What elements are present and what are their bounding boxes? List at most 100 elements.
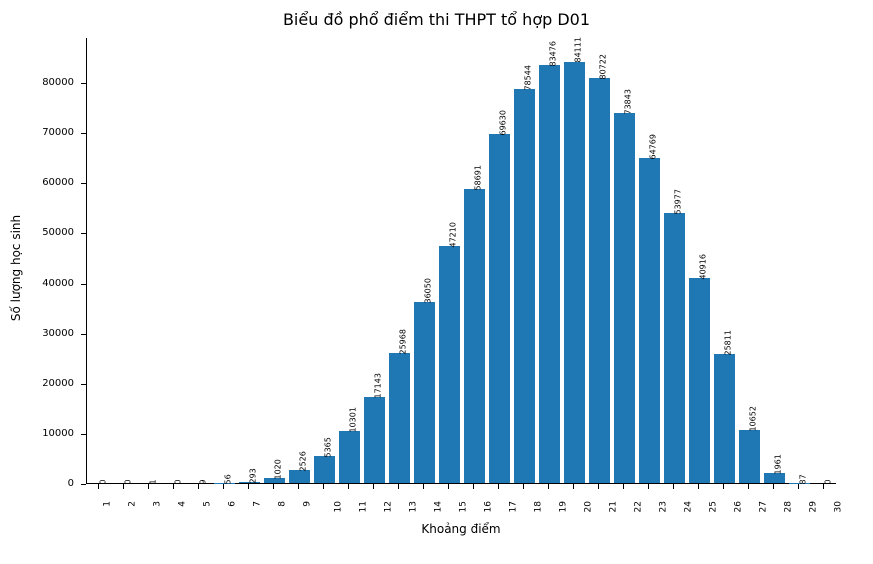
x-tick-label: 30 <box>833 501 843 512</box>
x-tick-label: 8 <box>277 501 287 507</box>
bar-value-label: 78544 <box>523 65 532 90</box>
x-tick-label: 29 <box>808 501 818 512</box>
x-tick-label: 14 <box>433 501 443 512</box>
x-tick-label: 23 <box>658 501 668 512</box>
bar-value-label: 10301 <box>348 407 357 432</box>
x-tick-mark <box>98 484 99 489</box>
bar <box>364 397 385 483</box>
x-tick-mark <box>423 484 424 489</box>
bar <box>339 431 360 483</box>
chart-container: Biểu đồ phổ điểm thi THPT tổ hợp D01 0 0 1… <box>0 0 873 564</box>
bar-value-label: 2526 <box>298 451 307 471</box>
x-tick-label: 6 <box>227 501 237 507</box>
bar-value-label: 0 <box>173 479 182 484</box>
bar <box>589 78 610 483</box>
x-tick-label: 3 <box>152 501 162 507</box>
x-tick-label: 4 <box>177 501 187 507</box>
bar-value-label: 10652 <box>748 406 757 431</box>
plot-area: 0010956293102025265365103011714325968360… <box>86 38 836 484</box>
bar-value-label: 47210 <box>448 222 457 247</box>
x-tick-label: 20 <box>583 501 593 512</box>
x-tick-mark <box>698 484 699 489</box>
bar <box>289 470 310 483</box>
x-tick-label: 13 <box>408 501 418 512</box>
bar-value-label: 0 <box>823 479 832 484</box>
bar <box>314 456 335 483</box>
bar <box>614 113 635 483</box>
y-tick-mark <box>81 233 86 234</box>
x-tick-label: 9 <box>302 501 312 507</box>
bar-value-label: 0 <box>98 479 107 484</box>
bar <box>539 65 560 483</box>
y-tick-mark <box>81 384 86 385</box>
y-tick-label: 0 <box>0 478 74 489</box>
x-tick-label: 12 <box>383 501 393 512</box>
x-tick-label: 10 <box>333 501 343 512</box>
bar <box>639 158 660 483</box>
bar-value-label: 1961 <box>773 454 782 474</box>
x-tick-label: 7 <box>252 501 262 507</box>
bar-value-label: 84111 <box>573 38 582 63</box>
y-tick-label: 60000 <box>0 177 74 188</box>
bar-value-label: 9 <box>198 479 207 484</box>
x-tick-label: 17 <box>508 501 518 512</box>
y-tick-label: 30000 <box>0 328 74 339</box>
chart-title: Biểu đồ phổ điểm thi THPT tổ hợp D01 <box>0 10 873 29</box>
bar-value-label: 80722 <box>598 55 607 80</box>
x-tick-label: 25 <box>708 501 718 512</box>
bar-value-label: 25811 <box>723 330 732 355</box>
bar <box>439 246 460 483</box>
y-tick-label: 70000 <box>0 127 74 138</box>
x-tick-mark <box>373 484 374 489</box>
x-tick-mark <box>323 484 324 489</box>
bar <box>389 353 410 483</box>
x-tick-label: 27 <box>758 501 768 512</box>
x-axis-label: Khoảng điểm <box>86 522 836 536</box>
bar-value-label: 87 <box>798 474 807 484</box>
y-tick-label: 20000 <box>0 378 74 389</box>
x-tick-mark <box>273 484 274 489</box>
x-tick-label: 5 <box>202 501 212 507</box>
bar <box>764 473 785 483</box>
x-tick-label: 19 <box>558 501 568 512</box>
x-tick-mark <box>348 484 349 489</box>
bar-value-label: 73843 <box>623 89 632 114</box>
y-tick-mark <box>81 434 86 435</box>
x-tick-mark <box>548 484 549 489</box>
bar-value-label: 1020 <box>273 459 282 479</box>
bar-value-label: 58691 <box>473 165 482 190</box>
x-tick-mark <box>398 484 399 489</box>
bar-value-label: 40916 <box>698 254 707 279</box>
bar <box>664 213 685 483</box>
bar <box>464 189 485 483</box>
x-tick-label: 22 <box>633 501 643 512</box>
y-tick-mark <box>81 133 86 134</box>
y-tick-mark <box>81 484 86 485</box>
x-tick-label: 28 <box>783 501 793 512</box>
x-tick-label: 2 <box>127 501 137 507</box>
x-tick-mark <box>523 484 524 489</box>
x-tick-label: 26 <box>733 501 743 512</box>
bar-value-label: 36050 <box>423 278 432 303</box>
x-tick-label: 21 <box>608 501 618 512</box>
x-tick-mark <box>123 484 124 489</box>
x-tick-mark <box>248 484 249 489</box>
x-tick-mark <box>448 484 449 489</box>
bar <box>689 278 710 483</box>
x-tick-mark <box>223 484 224 489</box>
x-tick-mark <box>673 484 674 489</box>
bar <box>414 302 435 483</box>
x-tick-mark <box>298 484 299 489</box>
x-tick-label: 16 <box>483 501 493 512</box>
x-tick-label: 1 <box>102 501 112 507</box>
x-tick-mark <box>623 484 624 489</box>
y-tick-label: 40000 <box>0 278 74 289</box>
x-tick-mark <box>473 484 474 489</box>
y-tick-mark <box>81 284 86 285</box>
x-tick-mark <box>498 484 499 489</box>
x-tick-mark <box>748 484 749 489</box>
bar <box>489 134 510 483</box>
x-tick-label: 11 <box>358 501 368 512</box>
bar <box>739 430 760 483</box>
bar-value-label: 53977 <box>673 189 682 214</box>
